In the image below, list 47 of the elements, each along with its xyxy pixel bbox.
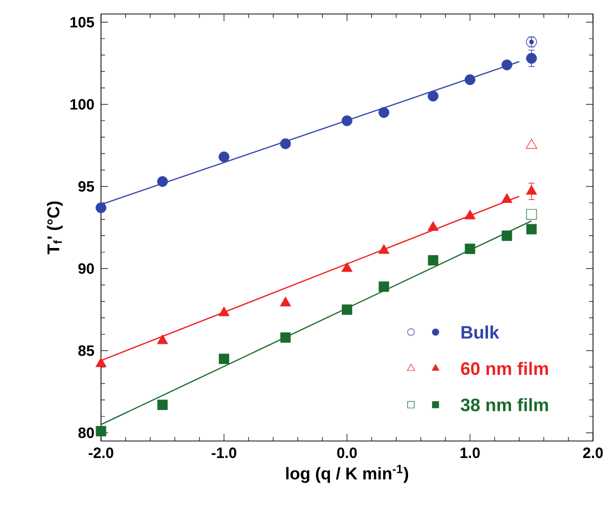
y-tick-label: 95: [78, 181, 94, 192]
point: [428, 255, 438, 266]
y-axis-title: T$_{f}$' (°C): [46, 201, 63, 254]
point: [96, 426, 106, 436]
point: [218, 152, 230, 162]
x-axis-title: log (q / K min$^{-1}$): [286, 464, 408, 483]
point: [428, 90, 438, 102]
legend-label: 60 nm film: [461, 362, 548, 375]
point: [428, 221, 439, 231]
point: [378, 244, 390, 254]
point: [218, 354, 230, 364]
x-tick-label: 1.0: [460, 448, 480, 458]
point: [96, 202, 106, 214]
x-tick-label: 2.0: [583, 448, 603, 458]
point: [341, 262, 353, 272]
point: [464, 210, 476, 220]
point: [526, 138, 538, 149]
y-tick-label: 80: [78, 427, 94, 438]
legend-label: 38 nm film: [460, 398, 548, 412]
point: [157, 400, 168, 410]
point: [342, 304, 352, 315]
point: [526, 209, 537, 220]
point: [378, 281, 390, 292]
point: [526, 52, 537, 64]
x-tick-label: -1.0: [212, 448, 236, 458]
point: [501, 193, 512, 203]
point: [526, 224, 537, 234]
y-tick-label: 100: [70, 99, 94, 110]
point: [464, 244, 476, 254]
point: [342, 115, 352, 126]
point: [157, 176, 168, 187]
point: [464, 74, 476, 86]
legend-label: Bulk: [462, 326, 500, 339]
y-tick-label: 90: [78, 263, 94, 274]
point: [156, 334, 168, 344]
point: [502, 230, 512, 241]
x-tick-label: -2.0: [88, 448, 114, 458]
point: [378, 107, 390, 118]
point: [280, 138, 291, 150]
x-tick-label: 0.0: [337, 448, 357, 458]
point: [280, 296, 292, 306]
y-tick-label: 85: [78, 345, 94, 356]
point: [95, 357, 107, 368]
point: [218, 306, 230, 316]
point: [502, 60, 512, 70]
point: [280, 332, 291, 343]
y-tick-label: 105: [70, 16, 94, 28]
